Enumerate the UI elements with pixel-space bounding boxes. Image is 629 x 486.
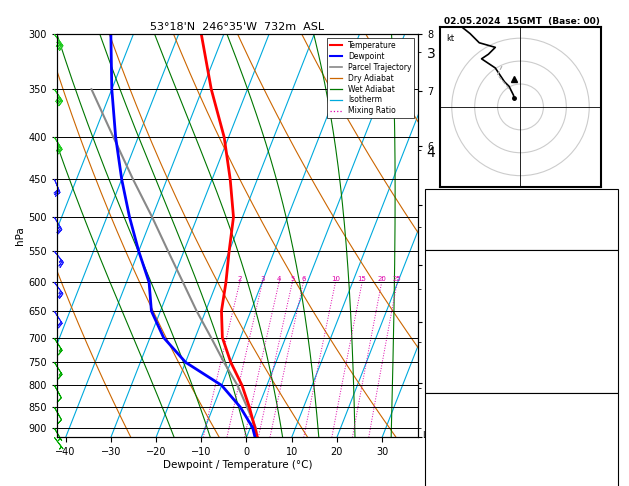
Text: 6: 6	[609, 460, 615, 469]
Text: 16: 16	[603, 194, 615, 203]
Text: 25: 25	[392, 277, 401, 282]
Text: Most Unstable: Most Unstable	[489, 399, 554, 407]
Text: 294: 294	[598, 317, 615, 326]
Text: 15: 15	[358, 277, 367, 282]
X-axis label: Dewpoint / Temperature (°C): Dewpoint / Temperature (°C)	[163, 460, 312, 470]
Text: 3: 3	[260, 277, 265, 282]
Text: 2: 2	[238, 277, 242, 282]
Text: 9: 9	[609, 337, 615, 346]
Text: CAPE (J): CAPE (J)	[428, 358, 464, 366]
Text: 1.9: 1.9	[600, 296, 615, 305]
Text: 650: 650	[598, 419, 615, 428]
Text: LCL: LCL	[423, 431, 438, 440]
Text: Pressure (mb): Pressure (mb)	[428, 419, 491, 428]
Text: 41: 41	[603, 215, 615, 224]
Text: 20: 20	[377, 277, 386, 282]
Text: CAPE (J): CAPE (J)	[428, 480, 464, 486]
Text: Lifted Index: Lifted Index	[428, 337, 482, 346]
Text: 13: 13	[603, 358, 615, 366]
Y-axis label: km
ASL: km ASL	[479, 226, 501, 245]
Y-axis label: hPa: hPa	[16, 226, 26, 245]
Text: θε(K): θε(K)	[428, 317, 452, 326]
Text: 0: 0	[609, 480, 615, 486]
Legend: Temperature, Dewpoint, Parcel Trajectory, Dry Adiabat, Wet Adiabat, Isotherm, Mi: Temperature, Dewpoint, Parcel Trajectory…	[327, 38, 415, 119]
Text: 0.96: 0.96	[594, 235, 615, 244]
Text: 02.05.2024  15GMT  (Base: 00): 02.05.2024 15GMT (Base: 00)	[444, 17, 600, 26]
Text: 0: 0	[609, 378, 615, 387]
Text: K: K	[428, 194, 434, 203]
Text: Mixing Ratio (g/kg): Mixing Ratio (g/kg)	[461, 277, 470, 356]
Text: Lifted Index: Lifted Index	[428, 460, 482, 469]
Text: kt: kt	[447, 34, 455, 43]
Text: θε (K): θε (K)	[428, 439, 455, 448]
Text: CIN (J): CIN (J)	[428, 378, 457, 387]
Text: 4: 4	[277, 277, 281, 282]
Text: Surface: Surface	[504, 256, 539, 264]
Title: 53°18'N  246°35'W  732m  ASL: 53°18'N 246°35'W 732m ASL	[150, 22, 325, 32]
Text: 10: 10	[331, 277, 340, 282]
Text: Dewp (°C): Dewp (°C)	[428, 296, 475, 305]
Text: 299: 299	[598, 439, 615, 448]
Text: 6: 6	[301, 277, 306, 282]
Text: PW (cm): PW (cm)	[428, 235, 466, 244]
Text: © weatheronline.co.uk: © weatheronline.co.uk	[477, 471, 565, 480]
Text: Totals Totals: Totals Totals	[428, 215, 482, 224]
Text: Temp (°C): Temp (°C)	[428, 276, 473, 285]
Text: 5: 5	[290, 277, 294, 282]
Text: 2.4: 2.4	[601, 276, 615, 285]
